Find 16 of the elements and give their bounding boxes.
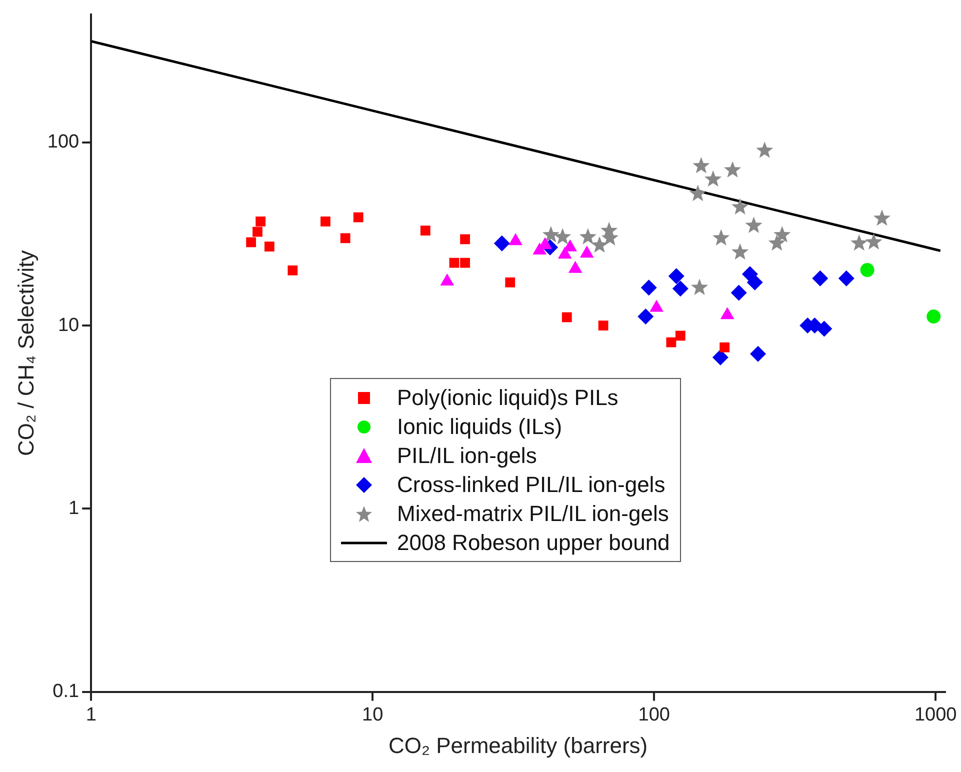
legend-label: PIL/IL ion-gels bbox=[397, 442, 537, 468]
legend-label: Poly(ionic liquid)s PILs bbox=[397, 384, 618, 410]
x-tick-label: 100 bbox=[638, 704, 670, 726]
x-tick-label: 1000 bbox=[914, 704, 957, 726]
y-tick-label: 1 bbox=[68, 498, 80, 519]
x-axis-title: CO₂ Permeability (barrers) bbox=[388, 732, 648, 758]
legend-label: Ionic liquids (ILs) bbox=[397, 414, 562, 440]
x-tick-label: 10 bbox=[362, 704, 384, 726]
y-tick-label: 0.1 bbox=[52, 681, 80, 702]
legend-label: 2008 Robeson upper bound bbox=[397, 530, 670, 556]
x-tick-label: 1 bbox=[86, 704, 96, 726]
legend-label: Mixed-matrix PIL/IL ion-gels bbox=[397, 500, 669, 526]
y-tick-label: 10 bbox=[58, 314, 80, 336]
y-axis-title: CO₂ / CH₄ Selectivity bbox=[13, 250, 38, 456]
legend-label: Cross-linked PIL/IL ion-gels bbox=[397, 472, 666, 498]
y-tick-label: 100 bbox=[47, 132, 80, 153]
